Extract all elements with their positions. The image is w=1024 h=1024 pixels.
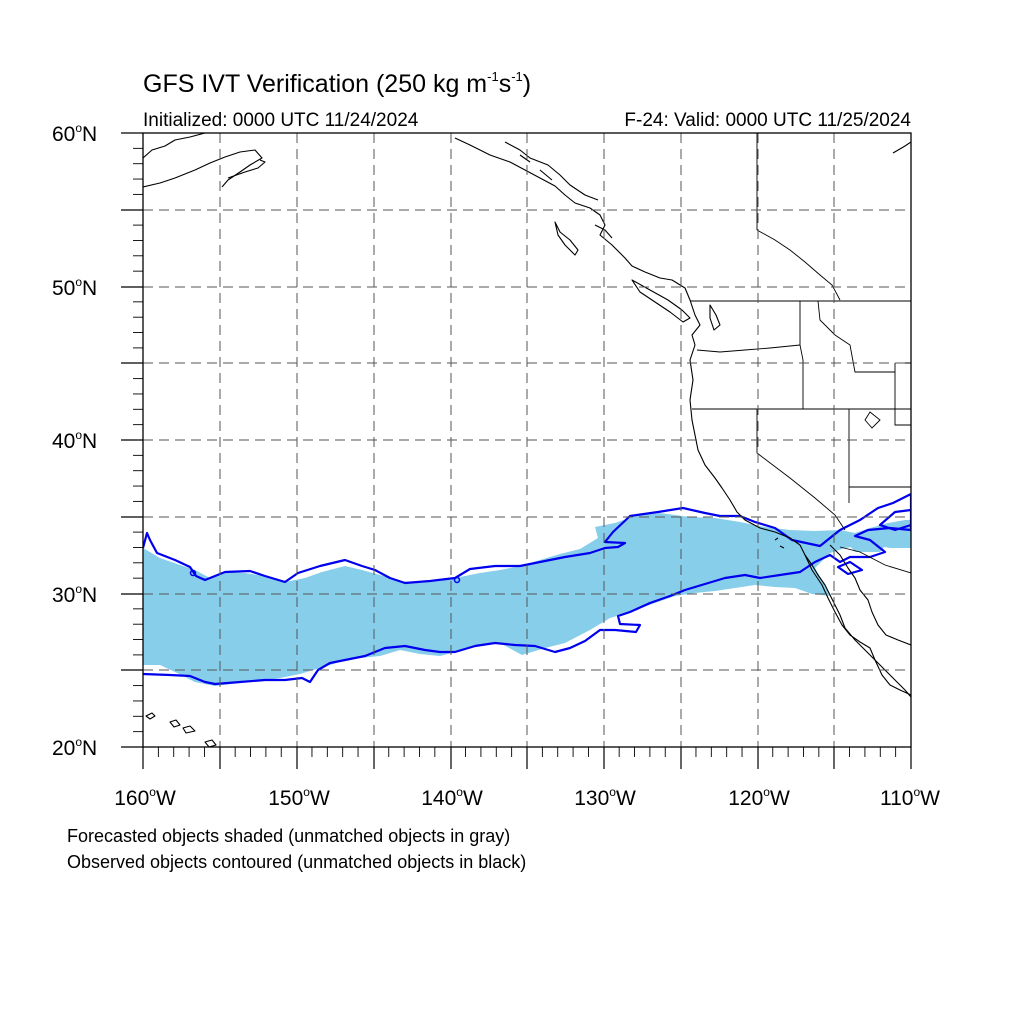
- lon-label-120w: 120oW: [728, 785, 790, 810]
- observed-ivt-speck: [189, 569, 197, 577]
- title-exp2: -1: [511, 68, 523, 84]
- valid-time-label: F-24: Valid: 0000 UTC 11/25/2024: [624, 110, 911, 131]
- title-s: s: [498, 70, 512, 98]
- lat-major-ticks: [121, 132, 143, 748]
- lon-major-ticks: [142, 747, 912, 769]
- init-time-label: Initialized: 0000 UTC 11/24/2024: [143, 110, 419, 131]
- observed-ivt-contour-east: [878, 508, 911, 532]
- title-close: ): [522, 70, 532, 98]
- figure-title: GFS IVT Verification (250 kg m-1s-1): [143, 68, 532, 99]
- title-text: GFS IVT Verification (250 kg m: [143, 70, 488, 98]
- political-boundaries: [690, 133, 911, 574]
- title-exp1: -1: [487, 68, 499, 84]
- lon-label-110w: 110oW: [880, 785, 940, 810]
- lat-label-40: 40oN: [52, 428, 98, 453]
- lon-minor-ticks: [157, 747, 897, 757]
- lat-label-60: 60oN: [52, 121, 98, 146]
- lon-label-140w: 140oW: [421, 785, 483, 810]
- lat-label-20: 20oN: [52, 735, 98, 760]
- observed-ivt-contour: [143, 492, 911, 686]
- observed-ivt-contour-baja: [836, 560, 864, 576]
- legend-forecast-note: Forecasted objects shaded (unmatched obj…: [67, 826, 511, 846]
- graticule: [143, 133, 911, 747]
- observed-ivt-speck: [453, 576, 461, 584]
- lat-minor-ticks: [133, 147, 143, 733]
- lat-label-50: 50oN: [52, 275, 98, 300]
- lon-label-150w: 150oW: [268, 785, 330, 810]
- legend-observed-note: Observed objects contoured (unmatched ob…: [67, 852, 527, 872]
- lon-label-160w: 160oW: [114, 785, 176, 810]
- lon-label-130w: 130oW: [574, 785, 636, 810]
- lat-label-30: 30oN: [52, 582, 98, 607]
